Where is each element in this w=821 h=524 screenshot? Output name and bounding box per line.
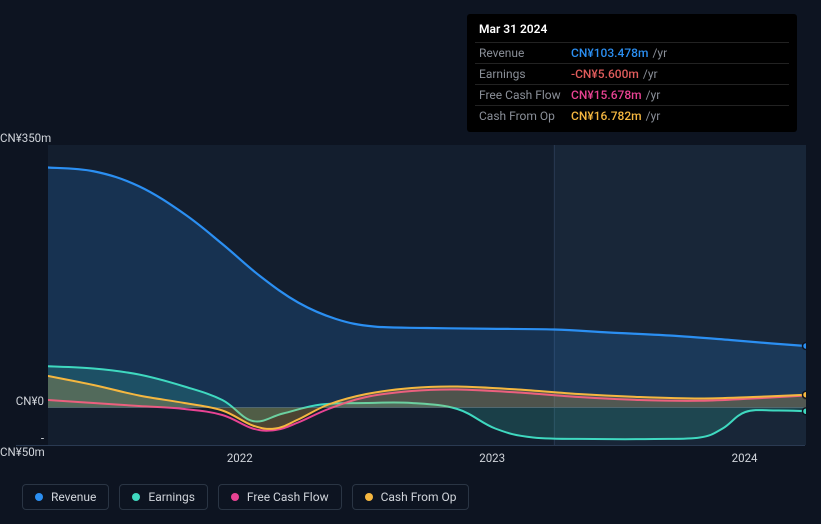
tooltip-row: RevenueCN¥103.478m/yr — [475, 42, 789, 63]
tooltip-row-label: Revenue — [479, 46, 571, 60]
plot-bottom-border — [16, 445, 805, 446]
x-axis-label: 2023 — [479, 451, 505, 465]
series-end-dot-revenue — [803, 343, 807, 350]
tooltip-row-unit: /yr — [646, 109, 661, 123]
x-axis-label: 2022 — [227, 451, 253, 465]
series-end-dot-earnings — [803, 408, 807, 415]
legend-item-fcf[interactable]: Free Cash Flow — [218, 484, 342, 510]
chart-legend: Revenue Earnings Free Cash Flow Cash From O… — [22, 484, 469, 510]
tooltip-row-unit: /yr — [643, 67, 658, 81]
y-axis-label: CN¥350m — [0, 131, 44, 145]
legend-item-label: Revenue — [51, 490, 96, 504]
y-axis-label: CN¥0 — [0, 394, 44, 408]
tooltip-row-value: CN¥16.782m — [571, 109, 642, 123]
legend-dot-icon — [132, 493, 140, 501]
tooltip-row: Earnings-CN¥5.600m/yr — [475, 63, 789, 84]
tooltip-row-unit: /yr — [652, 46, 667, 60]
tooltip-row-value: CN¥103.478m — [571, 46, 648, 60]
tooltip-row: Cash From OpCN¥16.782m/yr — [475, 105, 789, 126]
legend-dot-icon — [35, 493, 43, 501]
legend-item-earnings[interactable]: Earnings — [119, 484, 208, 510]
financial-chart — [48, 145, 806, 445]
tooltip-row-label: Earnings — [479, 67, 571, 81]
tooltip-row-unit: /yr — [646, 88, 661, 102]
series-end-dot-cashop — [803, 391, 807, 398]
tooltip-row-value: CN¥15.678m — [571, 88, 642, 102]
tooltip-row: Free Cash FlowCN¥15.678m/yr — [475, 84, 789, 105]
legend-dot-icon — [365, 493, 373, 501]
tooltip-date: Mar 31 2024 — [475, 20, 789, 42]
x-axis-label: 2024 — [732, 451, 758, 465]
legend-item-revenue[interactable]: Revenue — [22, 484, 109, 510]
legend-item-cashop[interactable]: Cash From Op — [352, 484, 470, 510]
legend-item-label: Free Cash Flow — [247, 490, 329, 504]
tooltip-row-label: Free Cash Flow — [479, 88, 571, 102]
tooltip-row-label: Cash From Op — [479, 109, 571, 123]
legend-item-label: Earnings — [148, 490, 195, 504]
chart-tooltip: Mar 31 2024RevenueCN¥103.478m/yrEarnings… — [467, 14, 797, 132]
legend-item-label: Cash From Op — [381, 490, 457, 504]
legend-dot-icon — [231, 493, 239, 501]
tooltip-row-value: -CN¥5.600m — [571, 67, 639, 81]
